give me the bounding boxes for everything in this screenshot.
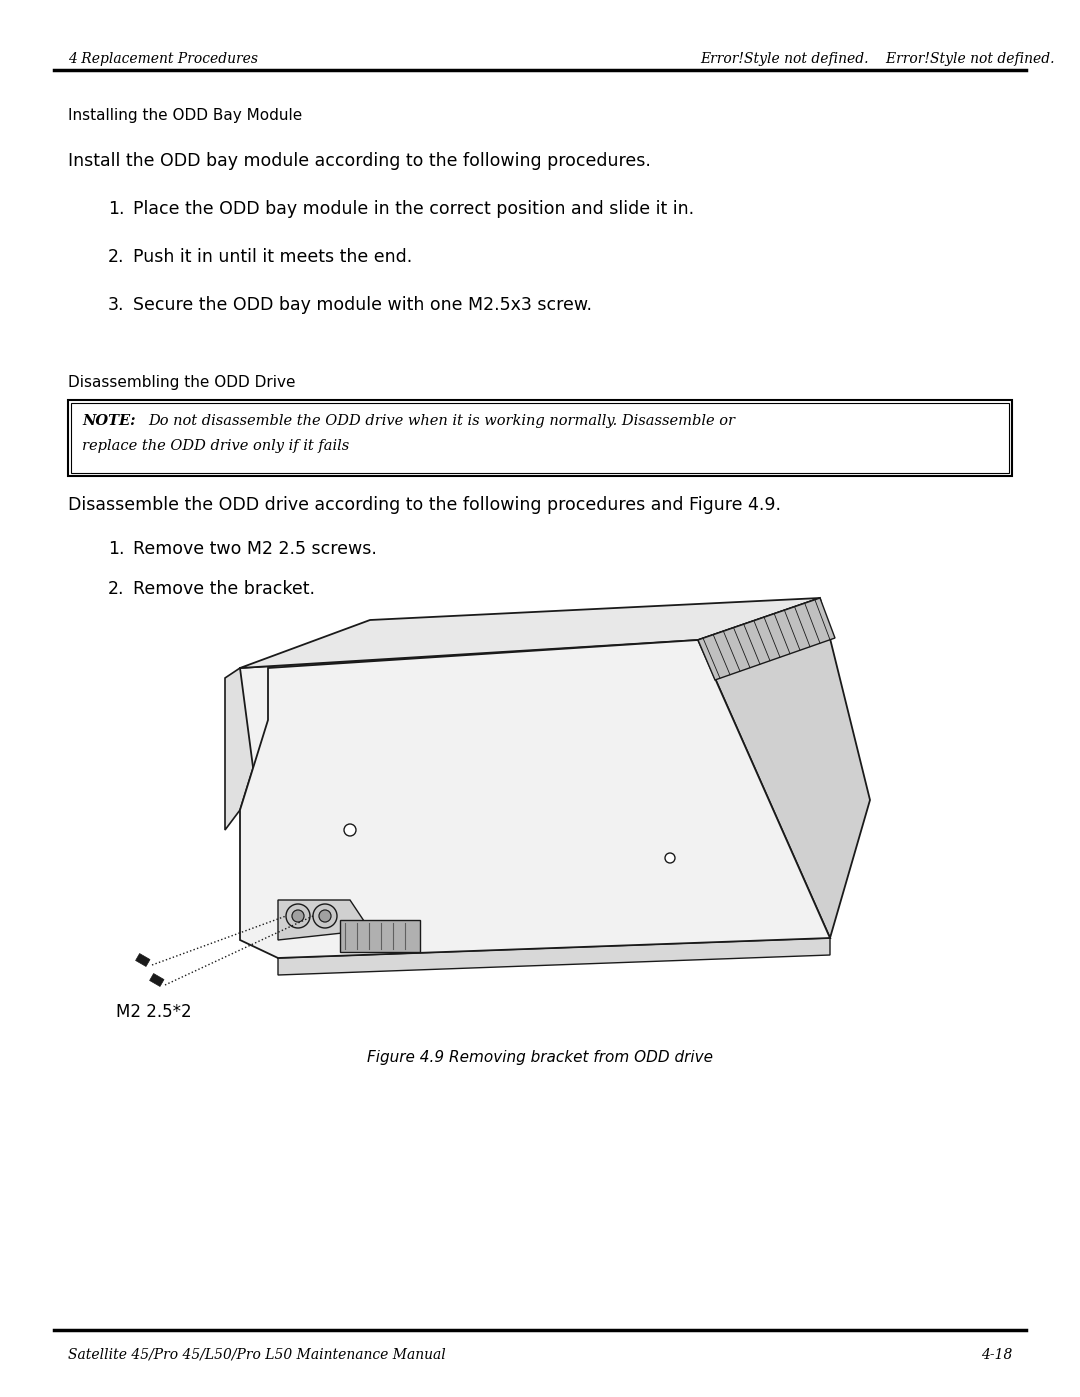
Text: M2 2.5*2: M2 2.5*2 (116, 1003, 191, 1021)
Circle shape (313, 904, 337, 928)
Circle shape (292, 909, 303, 922)
Text: 4 Replacement Procedures: 4 Replacement Procedures (68, 52, 258, 66)
Polygon shape (340, 921, 420, 951)
Circle shape (345, 824, 356, 835)
Text: 2.: 2. (108, 580, 124, 598)
Text: replace the ODD drive only if it fails: replace the ODD drive only if it fails (82, 439, 349, 453)
Text: Place the ODD bay module in the correct position and slide it in.: Place the ODD bay module in the correct … (133, 200, 694, 218)
Text: 2.: 2. (108, 249, 124, 265)
Bar (150, 974, 164, 986)
Text: Remove two M2 2.5 screws.: Remove two M2 2.5 screws. (133, 541, 377, 557)
Polygon shape (240, 598, 820, 668)
Text: Remove the bracket.: Remove the bracket. (133, 580, 315, 598)
Text: 1.: 1. (108, 200, 124, 218)
FancyBboxPatch shape (71, 402, 1009, 474)
Text: Figure 4.9 Removing bracket from ODD drive: Figure 4.9 Removing bracket from ODD dri… (367, 1051, 713, 1065)
Circle shape (319, 909, 330, 922)
Polygon shape (278, 900, 370, 940)
Polygon shape (278, 937, 831, 975)
Text: Push it in until it meets the end.: Push it in until it meets the end. (133, 249, 413, 265)
Polygon shape (225, 668, 268, 830)
Circle shape (665, 854, 675, 863)
Text: Installing the ODD Bay Module: Installing the ODD Bay Module (68, 108, 302, 123)
Circle shape (286, 904, 310, 928)
Text: NOTE:: NOTE: (82, 414, 135, 427)
Text: Install the ODD bay module according to the following procedures.: Install the ODD bay module according to … (68, 152, 651, 170)
Text: 3.: 3. (108, 296, 124, 314)
Text: Do not disassemble the ODD drive when it is working normally. Disassemble or: Do not disassemble the ODD drive when it… (148, 414, 735, 427)
Text: Secure the ODD bay module with one M2.5x3 screw.: Secure the ODD bay module with one M2.5x… (133, 296, 592, 314)
Polygon shape (698, 598, 870, 937)
Polygon shape (698, 598, 835, 680)
Polygon shape (240, 640, 831, 958)
Text: Error!Style not defined.    Error!Style not defined.: Error!Style not defined. Error!Style not… (700, 52, 1054, 66)
Text: 1.: 1. (108, 541, 124, 557)
Bar (136, 954, 150, 967)
FancyBboxPatch shape (68, 400, 1012, 476)
Text: Disassembling the ODD Drive: Disassembling the ODD Drive (68, 374, 296, 390)
Text: 4-18: 4-18 (981, 1348, 1012, 1362)
Text: Disassemble the ODD drive according to the following procedures and Figure 4.9.: Disassemble the ODD drive according to t… (68, 496, 781, 514)
Text: Satellite 45/Pro 45/L50/Pro L50 Maintenance Manual: Satellite 45/Pro 45/L50/Pro L50 Maintena… (68, 1348, 446, 1362)
Polygon shape (240, 640, 831, 958)
